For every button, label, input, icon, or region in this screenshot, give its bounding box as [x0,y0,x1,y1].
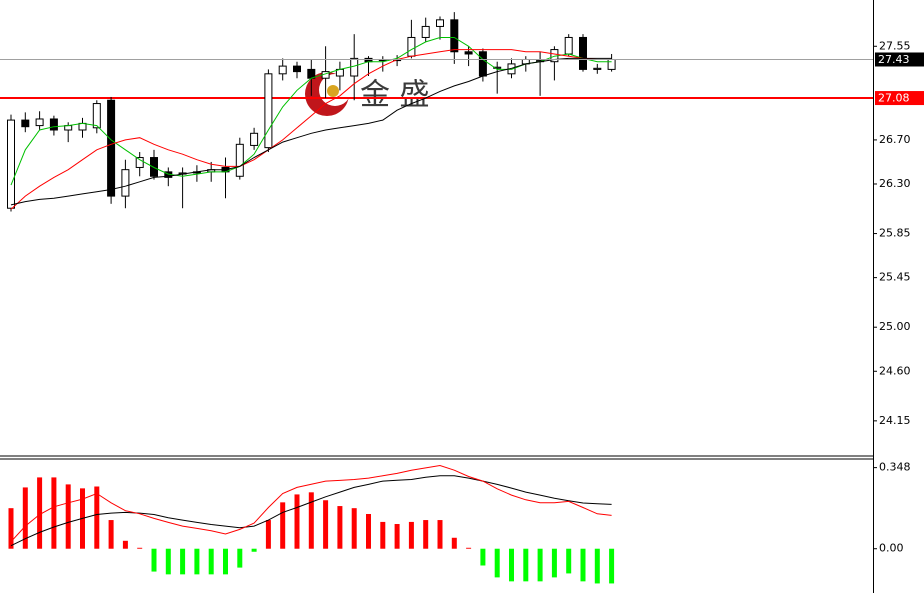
histogram-bar [423,520,429,549]
histogram-bar [94,486,100,549]
candle-body [607,58,616,70]
y-tick-label: 27.55 [879,39,911,52]
histogram-bar [580,548,586,582]
y-tick-label: 24.60 [879,364,911,377]
histogram-bar [451,537,457,549]
y-tick-label: 26.30 [879,177,911,190]
candle-body [293,65,301,73]
histogram-bar [294,494,300,549]
candle-body [564,36,573,55]
histogram-bar [408,521,414,549]
candle-body [436,19,444,27]
histogram-bar [37,477,43,549]
candle-body [92,103,101,129]
candle-body [450,19,459,53]
candle-body [464,51,473,55]
candle-body [407,36,416,57]
histogram-bar [366,513,371,549]
candle-body [78,122,87,131]
indicator-line [10,49,612,210]
logo-dot [327,85,339,97]
price-label: 27.43 [878,53,910,66]
y-tick-label: 0.00 [879,542,904,555]
y-tick-label: 24.15 [879,414,911,427]
histogram-bar [308,492,314,549]
histogram-bar [122,540,128,549]
histogram-bar [551,548,557,578]
histogram-bar [594,548,600,584]
histogram-bar [8,508,14,549]
histogram-bar [437,520,443,549]
histogram-bar [609,548,615,584]
histogram-bar [394,524,400,549]
histogram-bar [51,477,57,549]
histogram-bar [251,548,257,552]
candle-body [278,65,287,75]
histogram-bar [280,502,286,549]
histogram-bar [566,548,572,574]
price-label-box [875,91,924,106]
histogram-bar [351,508,357,549]
candle-body [21,119,30,128]
candle-body [235,143,244,177]
histogram-bar [237,548,243,568]
y-tick-label: 25.45 [879,271,911,284]
candle-body [250,132,259,146]
histogram-bar [108,520,114,549]
candle-body [364,57,373,63]
candle-body [7,119,15,209]
candle-body [493,66,502,69]
candle-body [307,68,316,79]
histogram-bar [265,520,271,549]
histogram-bar [509,548,514,582]
price-label: 27.08 [878,92,910,105]
indicator-line [10,37,612,186]
candle-body [478,51,487,77]
candle-body [107,99,116,197]
histogram-bar [380,521,386,549]
histogram-bar [337,506,343,549]
candle-body [350,57,359,77]
histogram-bar [151,548,157,572]
candle-body [35,118,44,127]
histogram-bar [323,500,329,549]
candle-body [49,118,58,131]
histogram-bar [22,487,28,549]
y-tick-label: 0.348 [879,461,911,474]
histogram-bar [137,547,143,549]
candle-body [135,157,144,168]
histogram-bar [523,548,529,582]
histogram-bar [208,548,214,575]
histogram-bar [223,548,228,575]
histogram-bar [494,548,500,578]
indicator-line [10,57,612,206]
indicator-line [10,464,612,543]
y-tick-label: 26.70 [879,133,911,146]
candle-body [264,73,273,149]
candle-body [121,169,130,197]
price-label-box [875,52,924,67]
candle-body [593,67,602,70]
histogram-bar [194,548,200,575]
candle-body [579,36,587,70]
candle-body [150,157,158,177]
y-tick-label: 25.00 [879,320,911,333]
histogram-bar [180,548,186,575]
indicator-line [10,475,612,547]
histogram-bar [480,548,486,566]
histogram-bar [65,484,71,549]
histogram-bar [165,548,171,575]
candle-body [421,25,430,38]
histogram-bar [466,547,472,549]
histogram-bar [537,548,543,582]
y-tick-label: 25.85 [879,227,911,240]
watermark-text: 金 盛 [360,78,430,113]
